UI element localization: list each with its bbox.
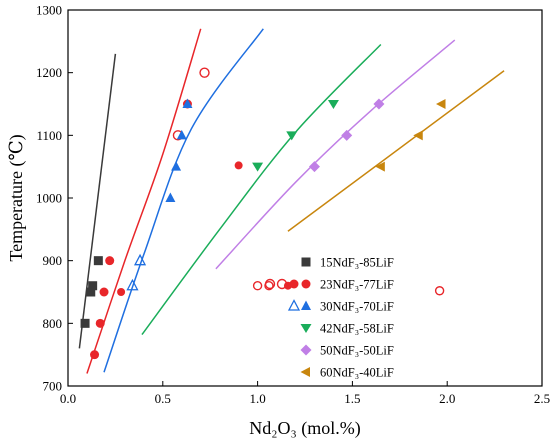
y-tick-label: 1000 bbox=[36, 191, 62, 206]
data-point bbox=[176, 129, 187, 140]
x-tick-label: 1.5 bbox=[344, 391, 360, 406]
data-point bbox=[289, 279, 299, 289]
data-point bbox=[341, 129, 353, 141]
x-tick-label: 0.5 bbox=[155, 391, 171, 406]
x-axis: 0.0 0.5 1.0 1.5 2.0 2.5 bbox=[60, 381, 550, 406]
data-point bbox=[327, 100, 339, 109]
data-point bbox=[93, 256, 103, 266]
data-point bbox=[434, 286, 445, 296]
data-point bbox=[436, 99, 446, 109]
legend-label: 60NdF₃-40LiF bbox=[320, 366, 394, 380]
data-point bbox=[252, 162, 264, 172]
data-point bbox=[234, 161, 243, 170]
x-tick-label: 2.0 bbox=[439, 391, 455, 406]
x-axis-title: Nd₂O₃ (mol.%) bbox=[249, 418, 361, 439]
data-point bbox=[308, 161, 320, 173]
legend-label: 15NdF₃-85LiF bbox=[320, 256, 394, 270]
data-point bbox=[86, 287, 96, 297]
x-tick-label: 0.0 bbox=[60, 391, 76, 406]
data-point bbox=[301, 257, 311, 267]
fit-line bbox=[103, 28, 264, 373]
data-point bbox=[300, 344, 312, 356]
legend-label: 42NdF₃-58LiF bbox=[320, 322, 394, 336]
legend-label: 23NdF₃-77LiF bbox=[320, 278, 394, 292]
x-tick-label: 2.5 bbox=[534, 391, 550, 406]
data-point bbox=[301, 300, 311, 310]
legend-label: 30NdF₃-70LiF bbox=[320, 300, 394, 314]
y-tick-label: 1300 bbox=[36, 3, 62, 18]
data-point bbox=[264, 278, 276, 290]
data-point bbox=[286, 131, 298, 141]
data-point bbox=[80, 318, 90, 328]
data-point bbox=[264, 281, 274, 291]
data-point bbox=[95, 318, 105, 328]
data-point bbox=[252, 281, 263, 291]
fit-lines bbox=[78, 28, 505, 374]
y-tick-label: 1200 bbox=[36, 65, 62, 80]
y-tick-label: 700 bbox=[43, 379, 63, 394]
data-point bbox=[375, 161, 385, 172]
data-point bbox=[105, 256, 115, 266]
x-tick-label: 1.0 bbox=[249, 391, 265, 406]
y-tick-label: 900 bbox=[43, 253, 63, 268]
fit-line bbox=[215, 39, 456, 270]
data-point bbox=[165, 192, 176, 202]
legend: 15NdF₃-85LiF 23NdF₃-77LiF 30NdF₃-70LiF 42Nd… bbox=[264, 256, 394, 380]
y-axis: 700 800 900 1000 1100 1200 1300 bbox=[36, 3, 73, 394]
data-point bbox=[287, 299, 301, 311]
legend-label: 50NdF₃-50LiF bbox=[320, 344, 394, 358]
data-point bbox=[182, 98, 193, 108]
y-tick-label: 800 bbox=[43, 316, 63, 331]
data-point bbox=[126, 278, 139, 291]
data-point bbox=[301, 279, 311, 289]
data-point bbox=[276, 278, 288, 290]
fit-line bbox=[287, 70, 505, 232]
data-point bbox=[171, 161, 182, 171]
data-point bbox=[300, 367, 310, 377]
data-point bbox=[199, 67, 210, 78]
data-point bbox=[300, 324, 312, 333]
data-point bbox=[88, 281, 98, 291]
data-point bbox=[413, 130, 423, 141]
markers bbox=[80, 67, 446, 360]
data-point bbox=[99, 287, 109, 297]
y-tick-label: 1100 bbox=[36, 128, 62, 143]
fit-line bbox=[78, 53, 117, 349]
fit-line bbox=[141, 43, 382, 336]
data-point bbox=[117, 288, 126, 296]
y-axis-title: Temperature (℃) bbox=[6, 134, 27, 261]
data-point bbox=[373, 98, 385, 110]
data-point bbox=[90, 350, 100, 360]
data-point bbox=[133, 253, 147, 266]
